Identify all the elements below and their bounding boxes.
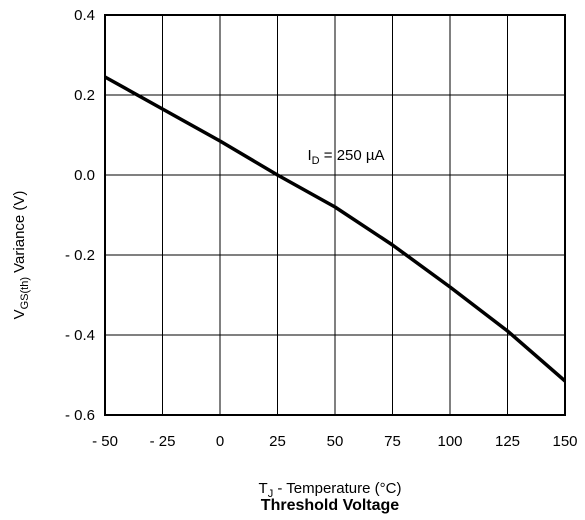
x-tick-label: - 25 [150,433,176,450]
ylabel-rest: Variance (V) [11,191,28,277]
xlabel-rest: - Temperature (°C) [273,480,401,497]
ylabel-main: V [11,309,28,319]
annotation-sub: D [312,155,320,167]
x-tick-label: 50 [327,433,344,450]
xlabel-sub: J [268,488,274,500]
series-line [104,75,567,383]
y-tick-label: 0.4 [74,7,95,24]
x-tick-label: 75 [384,433,401,450]
y-tick-label: 0.0 [74,167,95,184]
x-tick-label: 150 [552,433,577,450]
x-tick-label: 125 [495,433,520,450]
xlabel-main: T [259,480,268,497]
x-axis-label: TJ - Temperature (°C) [259,480,402,500]
annotation-rest: = 250 µA [320,147,385,164]
x-tick-label: 25 [269,433,286,450]
series [104,75,567,383]
annotation-main: I [308,147,312,164]
tick-labels: - 50 - 25 0 25 50 75 100 125 150 0.4 0.2 0.0 - 0.2 - … [65,7,578,450]
y-tick-label: - 0.4 [65,327,95,344]
x-tick-label: 0 [216,433,224,450]
x-tick-label: - 50 [92,433,118,450]
plot-frame [104,14,566,416]
y-tick-label: - 0.6 [65,407,95,424]
y-tick-label: - 0.2 [65,247,95,264]
x-tick-label: 100 [437,433,462,450]
y-tick-label: 0.2 [74,87,95,104]
grid [105,15,565,415]
ylabel-sub: GS(th) [19,277,31,309]
y-axis-label: VGS(th) Variance (V) [11,191,31,320]
current-annotation: ID = 250 µA [308,147,385,167]
chart-title: Threshold Voltage [261,497,399,514]
